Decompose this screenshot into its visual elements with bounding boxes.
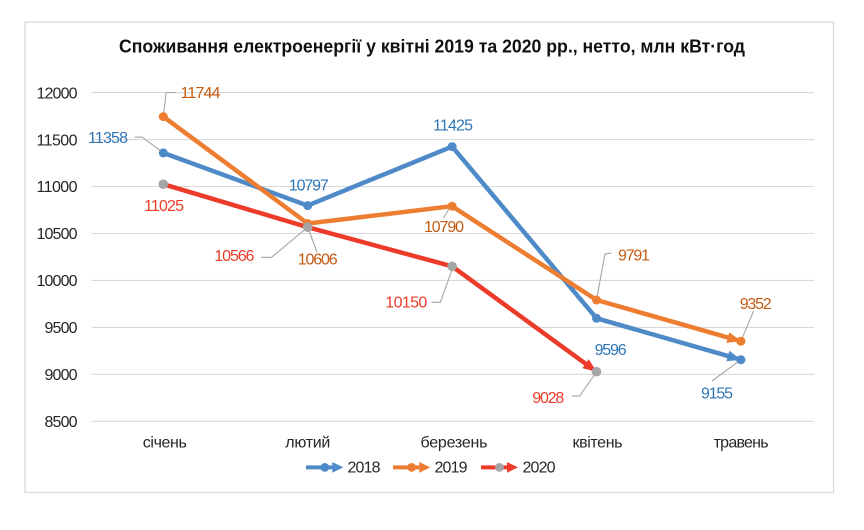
svg-text:10150: 10150 (385, 294, 427, 311)
svg-text:8500: 8500 (45, 414, 78, 431)
svg-text:11025: 11025 (144, 198, 184, 215)
svg-text:лютий: лютий (285, 435, 330, 452)
svg-text:9155: 9155 (701, 386, 733, 403)
svg-text:10790: 10790 (424, 219, 464, 236)
svg-text:10500: 10500 (37, 226, 78, 243)
svg-text:2020: 2020 (523, 460, 556, 477)
svg-text:9352: 9352 (740, 296, 772, 313)
svg-text:10000: 10000 (37, 273, 78, 290)
svg-text:9596: 9596 (595, 342, 627, 359)
svg-text:2019: 2019 (435, 460, 468, 477)
svg-text:10606: 10606 (298, 251, 338, 268)
svg-text:11744: 11744 (181, 85, 221, 102)
svg-text:9000: 9000 (45, 367, 78, 384)
svg-text:травень: травень (714, 435, 769, 452)
svg-text:9028: 9028 (532, 390, 564, 407)
svg-text:березень: березень (421, 435, 488, 452)
svg-text:11000: 11000 (37, 179, 78, 196)
svg-text:січень: січень (143, 435, 187, 452)
svg-text:11425: 11425 (433, 117, 473, 134)
svg-text:12000: 12000 (37, 85, 78, 102)
svg-text:10566: 10566 (214, 248, 254, 265)
svg-text:10797: 10797 (289, 177, 329, 194)
svg-text:квітень: квітень (573, 435, 623, 452)
svg-text:9500: 9500 (45, 320, 78, 337)
svg-text:11500: 11500 (37, 132, 78, 149)
svg-text:11358: 11358 (88, 130, 128, 147)
svg-text:9791: 9791 (618, 247, 650, 264)
svg-text:2018: 2018 (348, 460, 381, 477)
svg-text:Споживання електроенергії у кв: Споживання електроенергії у квітні 2019 … (119, 36, 745, 57)
